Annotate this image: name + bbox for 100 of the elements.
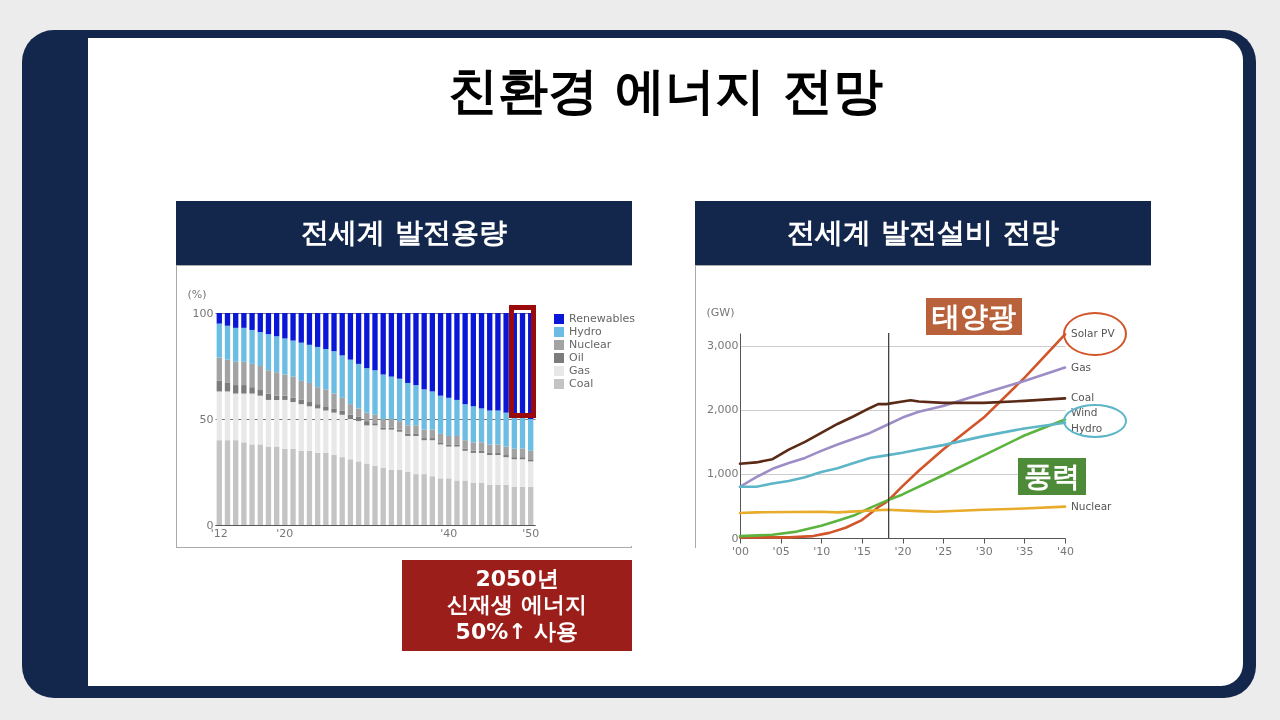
- bar: [241, 313, 247, 328]
- bar: [323, 349, 329, 390]
- x-tick-label: '05: [772, 544, 790, 558]
- bar: [224, 391, 231, 441]
- bar: [323, 410, 329, 453]
- bar: [388, 429, 395, 470]
- bar: [429, 391, 436, 430]
- y-tick-label: 0: [206, 518, 214, 532]
- bar: [511, 486, 517, 525]
- bar: [511, 457, 517, 460]
- bar: [249, 393, 255, 445]
- bar: [290, 340, 296, 377]
- bar: [437, 478, 444, 525]
- bar: [265, 399, 272, 447]
- bar: [347, 313, 354, 360]
- bar: [421, 438, 427, 441]
- series-label: Nuclear: [1071, 499, 1113, 512]
- bar: [495, 313, 501, 411]
- bar: [388, 469, 395, 525]
- bar: [274, 313, 280, 337]
- bar: [306, 450, 313, 525]
- bar: [487, 455, 493, 485]
- bar: [347, 419, 354, 460]
- bar: [478, 408, 485, 443]
- bar: [446, 313, 452, 398]
- bar: [372, 423, 378, 426]
- bar: [306, 406, 313, 451]
- bar: [462, 313, 468, 405]
- bar: [503, 446, 509, 456]
- bar: [216, 440, 222, 525]
- bar: [470, 406, 476, 443]
- bar: [233, 313, 239, 328]
- line-series: [738, 397, 1067, 465]
- bar: [331, 455, 337, 525]
- bar: [282, 374, 288, 396]
- bar: [364, 368, 370, 413]
- bar: [487, 444, 493, 453]
- bar: [274, 336, 280, 373]
- bar: [257, 395, 263, 445]
- bar: [405, 472, 411, 525]
- bar: [282, 448, 288, 525]
- bar: [216, 357, 222, 381]
- bar: [372, 313, 378, 371]
- bar: [446, 444, 452, 447]
- bar: [241, 385, 247, 394]
- series-label: Gas: [1071, 360, 1092, 373]
- bar: [421, 474, 427, 525]
- y-tick-label: 50: [199, 412, 214, 426]
- bar: [274, 446, 280, 525]
- bar: [224, 313, 231, 326]
- bar: [290, 402, 296, 449]
- bar: [511, 416, 517, 449]
- bar: [470, 450, 476, 453]
- bar: [355, 408, 362, 417]
- bar: [364, 425, 370, 464]
- bar: [446, 478, 452, 525]
- series-label: Hydro: [1071, 421, 1103, 434]
- y-axis-title: (%): [187, 287, 207, 301]
- x-tick-label: '15: [853, 544, 871, 558]
- bar: [355, 421, 362, 462]
- bar: [224, 359, 231, 383]
- bar: [446, 446, 452, 479]
- bar: [339, 355, 345, 398]
- bar: [396, 429, 403, 432]
- bar: [405, 435, 411, 472]
- legend-label: Nuclear: [569, 338, 612, 351]
- bar: [413, 425, 419, 434]
- bar: [503, 313, 509, 413]
- bar: [503, 455, 509, 458]
- bar: [314, 313, 321, 347]
- bar: [249, 387, 255, 394]
- bar: [323, 389, 329, 407]
- bar: [421, 389, 427, 430]
- legend-label: Coal: [569, 377, 594, 390]
- bar: [323, 313, 329, 350]
- bar: [470, 452, 476, 483]
- bar: [454, 435, 460, 445]
- x-tick-label: '10: [813, 544, 831, 558]
- bar: [331, 412, 337, 456]
- y-tick-label: 2,000: [707, 403, 739, 417]
- bar: [495, 444, 501, 453]
- bar: [405, 425, 411, 434]
- y-tick-label: 100: [192, 306, 214, 320]
- bar: [290, 313, 296, 341]
- bar: [429, 438, 436, 441]
- bar: [462, 450, 468, 481]
- series-label: Coal: [1071, 391, 1095, 404]
- bar: [265, 446, 272, 525]
- bar: [380, 374, 386, 419]
- bar: [495, 455, 501, 485]
- bar: [454, 444, 460, 447]
- legend-label: Renewables: [569, 312, 636, 325]
- bar: [364, 313, 370, 369]
- bar: [298, 342, 304, 381]
- bar: [478, 450, 485, 453]
- bar: [437, 313, 444, 396]
- bar: [462, 404, 468, 441]
- bar: [519, 459, 526, 487]
- bar: [503, 457, 509, 485]
- legend-label: Oil: [569, 351, 584, 364]
